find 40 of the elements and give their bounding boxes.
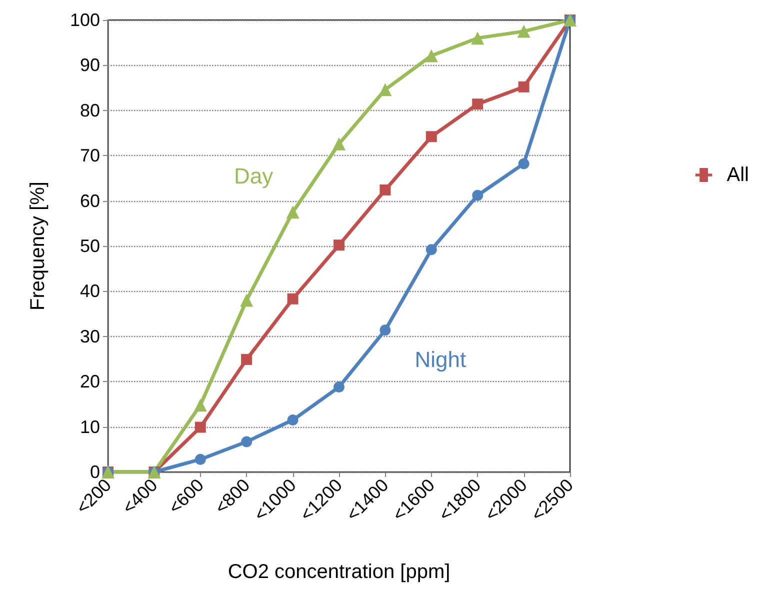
point (287, 414, 298, 426)
y-tick-label: 30 (80, 326, 100, 346)
point (472, 190, 484, 201)
point (472, 98, 484, 110)
y-tick-label: 40 (80, 281, 100, 302)
point (378, 83, 392, 96)
point (332, 137, 346, 150)
point (518, 158, 530, 170)
y-tick-label: 100 (70, 10, 100, 30)
point (424, 49, 438, 62)
point (426, 131, 437, 142)
point (517, 24, 530, 38)
legend-label: All (726, 164, 750, 186)
point (334, 382, 344, 393)
y-tick-label: 60 (80, 190, 100, 211)
point (287, 293, 298, 304)
point (194, 398, 207, 412)
y-tick-label: 70 (80, 146, 100, 166)
x-axis-title: CO2 concentration [ppm] (228, 561, 450, 583)
point (426, 244, 437, 256)
y-tick-label: 80 (80, 100, 100, 120)
point (241, 436, 252, 448)
point (471, 32, 484, 45)
series-label: Night (414, 347, 466, 372)
point (334, 240, 344, 251)
point (194, 454, 206, 465)
point (241, 354, 252, 365)
y-tick-label: 10 (80, 416, 100, 437)
y-tick-label: 20 (80, 372, 100, 392)
y-tick-label: 0 (90, 462, 100, 482)
y-tick-label: 90 (80, 55, 100, 76)
point (518, 81, 530, 92)
point (286, 206, 300, 219)
y-axis-title: Frequency [%] (27, 182, 49, 310)
series-label: Day (234, 164, 274, 189)
point (380, 324, 391, 336)
point (240, 294, 254, 307)
y-tick-label: 50 (80, 236, 100, 256)
point (194, 422, 206, 433)
point (380, 184, 391, 196)
